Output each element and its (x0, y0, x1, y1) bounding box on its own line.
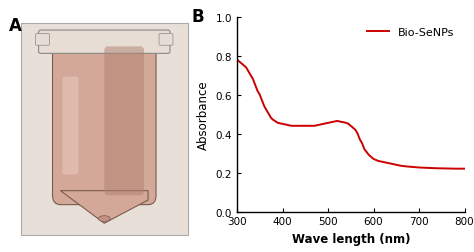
FancyBboxPatch shape (53, 36, 156, 205)
Text: A: A (9, 17, 22, 35)
PathPatch shape (61, 191, 148, 223)
Y-axis label: Absorbance: Absorbance (197, 80, 210, 149)
FancyBboxPatch shape (159, 35, 173, 46)
FancyBboxPatch shape (63, 77, 78, 175)
FancyBboxPatch shape (21, 24, 188, 235)
FancyBboxPatch shape (38, 31, 170, 54)
Text: B: B (191, 8, 204, 26)
Legend: Bio-SeNPs: Bio-SeNPs (363, 23, 459, 42)
Ellipse shape (98, 216, 110, 222)
X-axis label: Wave length (nm): Wave length (nm) (292, 232, 410, 245)
FancyBboxPatch shape (36, 35, 49, 46)
FancyBboxPatch shape (104, 47, 144, 196)
